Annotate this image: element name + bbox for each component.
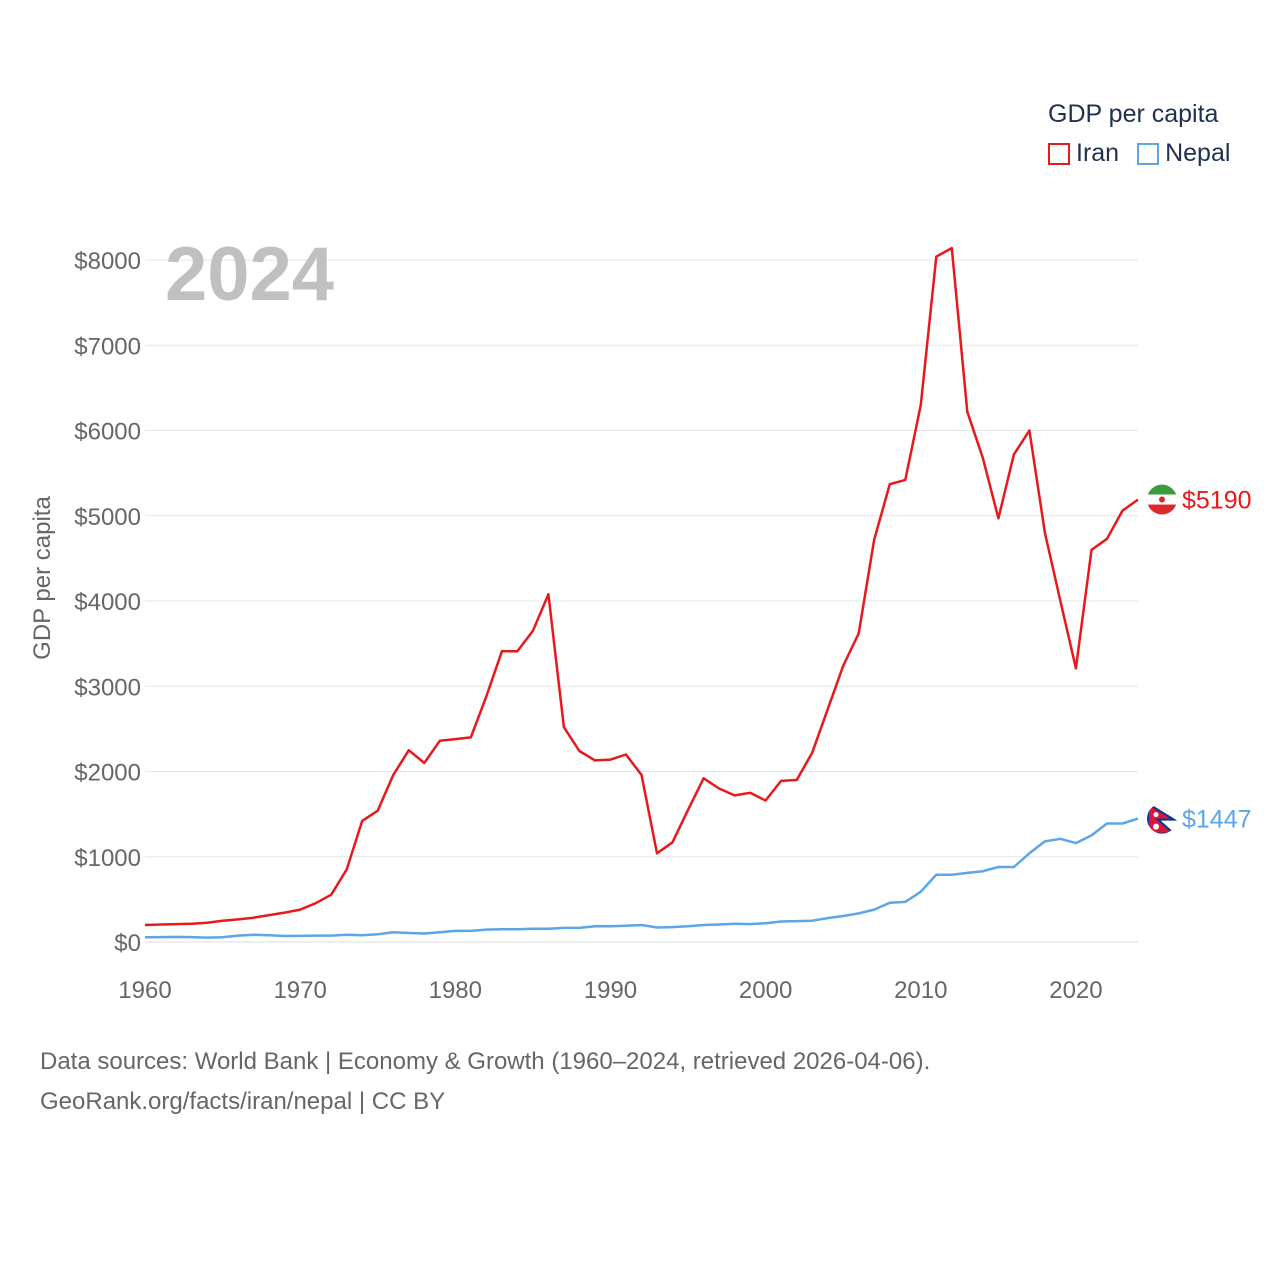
year-label: 2024 — [165, 232, 334, 317]
y-tick-label: $6000 — [74, 419, 141, 446]
y-tick-label: $3000 — [74, 674, 141, 701]
grid-lines — [145, 259, 1138, 943]
x-tick-label: 1970 — [273, 977, 326, 1004]
x-tick-label: 1980 — [429, 977, 482, 1004]
legend-label-iran: Iran — [1076, 139, 1120, 167]
y-axis-ticks: $0 $1000 $2000 $3000 $4000 $5000 $6000 $7000 $80… — [74, 248, 141, 957]
series-lines — [144, 246, 1139, 939]
source-line-1: Data sources: World Bank | Economy & Gro… — [40, 1048, 931, 1075]
x-tick-label: 2010 — [894, 977, 947, 1004]
legend-title: GDP per capita — [1048, 100, 1219, 128]
y-tick-label: $5000 — [74, 504, 141, 531]
source-line-2: GeoRank.org/facts/iran/nepal | CC BY — [40, 1088, 446, 1115]
series-line-nepal — [144, 817, 1139, 939]
x-tick-label: 1960 — [118, 977, 171, 1004]
y-tick-label: $7000 — [74, 333, 141, 360]
y-tick-label: $8000 — [74, 248, 141, 275]
nepal-flag-icon — [1147, 803, 1177, 834]
x-axis-ticks: 1960 1970 1980 1990 2000 2010 2020 — [118, 977, 1102, 1004]
x-tick-label: 1990 — [584, 977, 637, 1004]
x-tick-label: 2020 — [1049, 977, 1102, 1004]
y-axis-label: GDP per capita — [29, 496, 56, 660]
series-end-markers: $5190 $1447 — [1147, 484, 1252, 834]
iran-flag-icon — [1147, 484, 1177, 515]
legend-swatch-iran — [1048, 142, 1070, 165]
y-tick-label: $2000 — [74, 760, 141, 787]
y-tick-label: $4000 — [74, 589, 141, 616]
series-line-iran — [144, 246, 1139, 927]
legend-label-nepal: Nepal — [1165, 139, 1231, 167]
legend: GDP per capita Iran Nepal — [1048, 100, 1248, 168]
end-value-label-nepal: $1447 — [1182, 806, 1252, 834]
legend-swatch-nepal — [1137, 142, 1160, 165]
legend-item-iran[interactable]: Iran — [1048, 139, 1119, 168]
y-tick-label: $0 — [114, 930, 141, 957]
source-note: Data sources: World Bank | Economy & Gro… — [40, 1042, 930, 1122]
legend-item-nepal[interactable]: Nepal — [1137, 139, 1230, 168]
x-tick-label: 2000 — [739, 977, 792, 1004]
y-tick-label: $1000 — [74, 845, 141, 872]
end-value-label-iran: $5190 — [1182, 487, 1252, 515]
